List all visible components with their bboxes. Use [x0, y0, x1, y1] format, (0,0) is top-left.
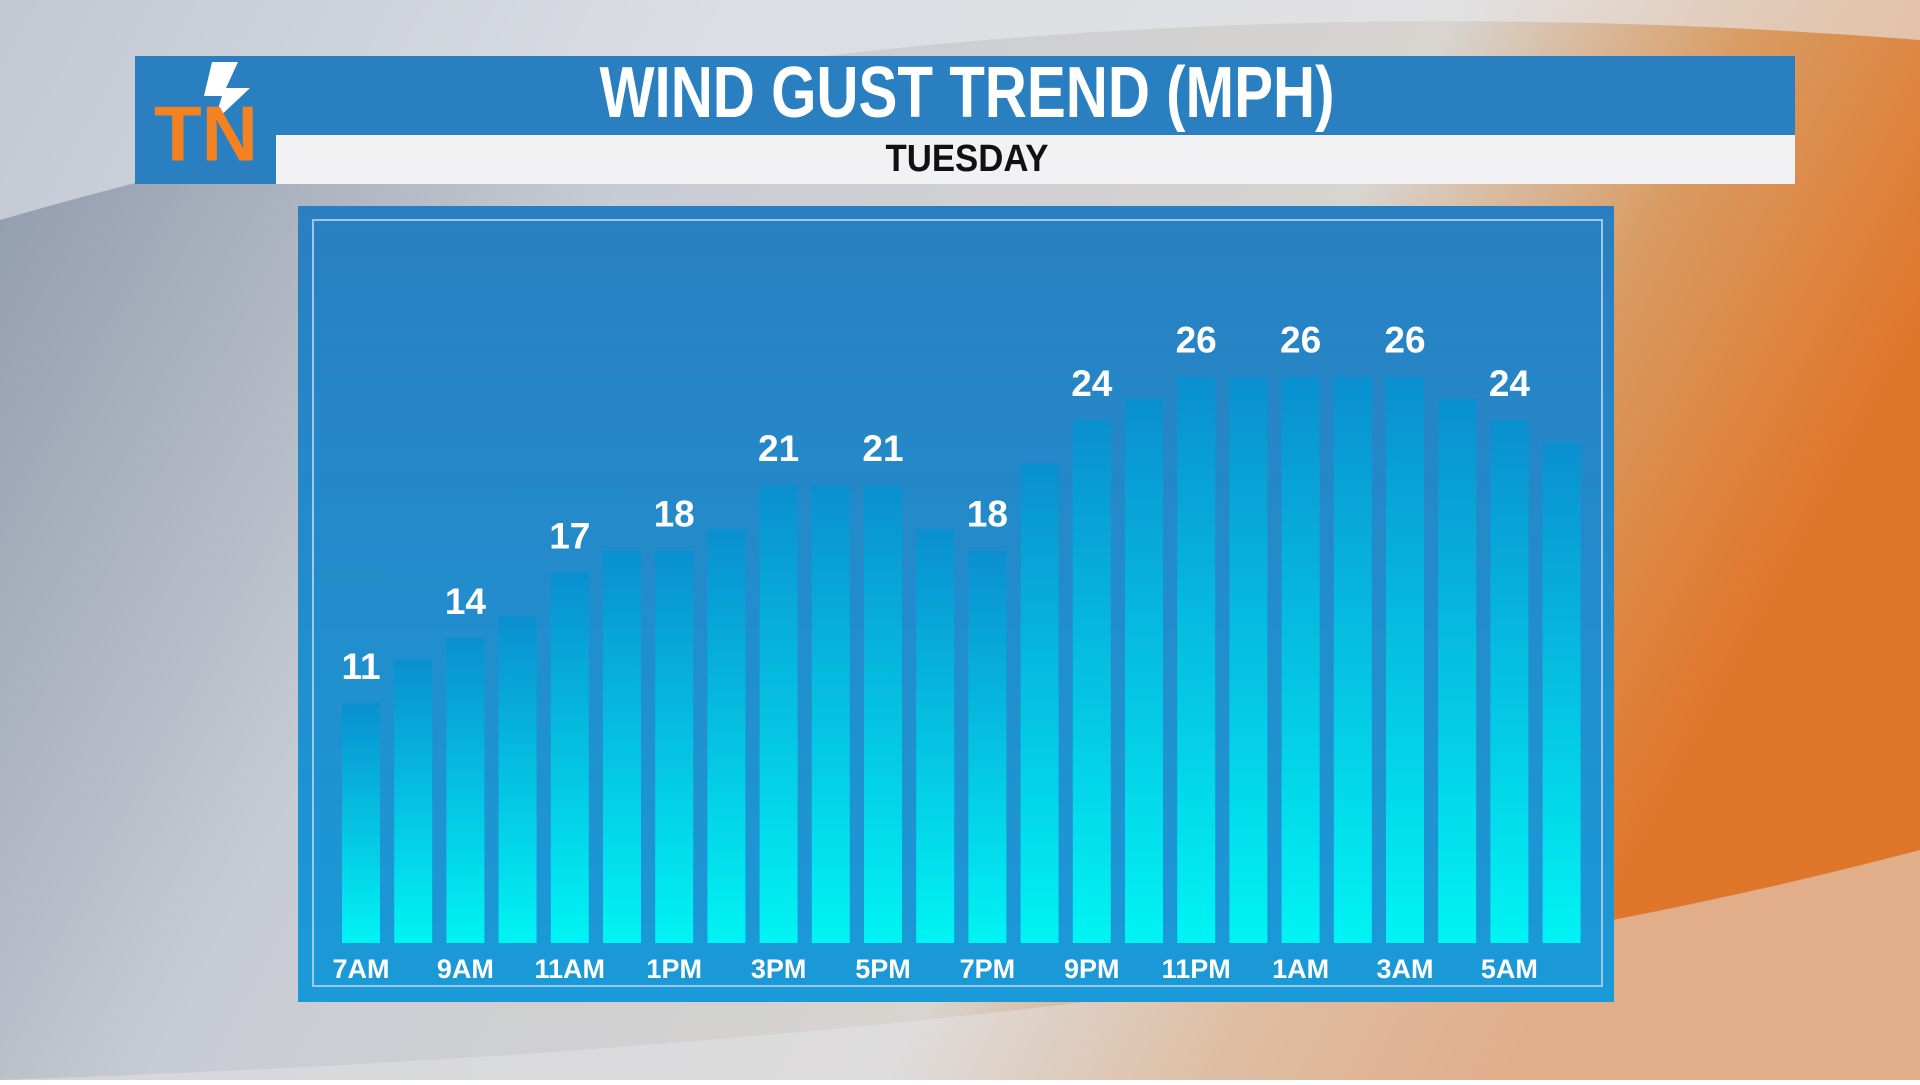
- bar: [550, 572, 589, 943]
- x-tick-label: 5AM: [1481, 954, 1538, 984]
- value-label: 24: [1489, 363, 1531, 404]
- value-label: 18: [967, 494, 1008, 535]
- bar: [1072, 420, 1111, 943]
- chart-subtitle: TUESDAY: [886, 138, 1049, 180]
- bar: [968, 550, 1007, 943]
- value-label: 18: [654, 494, 695, 535]
- value-label: 17: [549, 515, 590, 556]
- x-tick-label: 9AM: [437, 954, 494, 984]
- logo-text: TN: [154, 90, 258, 178]
- x-tick-label: 5PM: [855, 954, 911, 984]
- bar: [1386, 376, 1424, 943]
- bar: [759, 485, 798, 943]
- sky-band: [0, 850, 1920, 1080]
- value-label: 14: [445, 581, 487, 622]
- value-label: 26: [1384, 319, 1425, 360]
- chart-title: WIND GUST TREND (MPH): [600, 53, 1335, 133]
- bar: [1490, 420, 1529, 943]
- bar: [1281, 376, 1320, 943]
- x-tick-label: 3AM: [1376, 954, 1433, 984]
- value-label: 21: [862, 428, 903, 469]
- bar: [811, 485, 850, 943]
- x-tick-label: 11PM: [1162, 954, 1231, 984]
- bar: [1333, 376, 1372, 943]
- x-tick-label: 3PM: [751, 954, 807, 984]
- bar: [916, 529, 955, 943]
- x-tick-label: 9PM: [1064, 954, 1120, 984]
- x-tick-label: 11AM: [535, 954, 606, 984]
- x-tick-label: 1AM: [1272, 954, 1329, 984]
- bar: [1177, 376, 1216, 943]
- x-tick-label: 7PM: [960, 954, 1016, 984]
- bar: [1125, 398, 1163, 943]
- value-label: 21: [758, 428, 799, 469]
- value-label: 24: [1071, 363, 1113, 404]
- value-label: 26: [1280, 319, 1321, 360]
- bar: [342, 703, 380, 943]
- sky-band: [0, 0, 1920, 220]
- plot-border: [312, 219, 1603, 987]
- value-label: 11: [341, 646, 380, 687]
- bar: [1438, 398, 1477, 943]
- bar: [655, 550, 694, 943]
- bar: [498, 616, 537, 943]
- bar: [707, 529, 746, 943]
- subtitle-bar: [276, 135, 1795, 184]
- logo-bolt: [204, 62, 250, 122]
- x-tick-label: 7AM: [332, 954, 389, 984]
- bar: [394, 659, 433, 943]
- bar: [1542, 441, 1581, 943]
- logo-box: [135, 56, 276, 184]
- bar: [1020, 463, 1059, 943]
- title-bar: [135, 56, 1795, 135]
- x-tick-label: 1PM: [646, 954, 702, 984]
- bar: [603, 550, 641, 943]
- bar: [446, 637, 485, 943]
- bar: [1229, 376, 1268, 943]
- bar: [864, 485, 902, 943]
- value-label: 26: [1176, 319, 1217, 360]
